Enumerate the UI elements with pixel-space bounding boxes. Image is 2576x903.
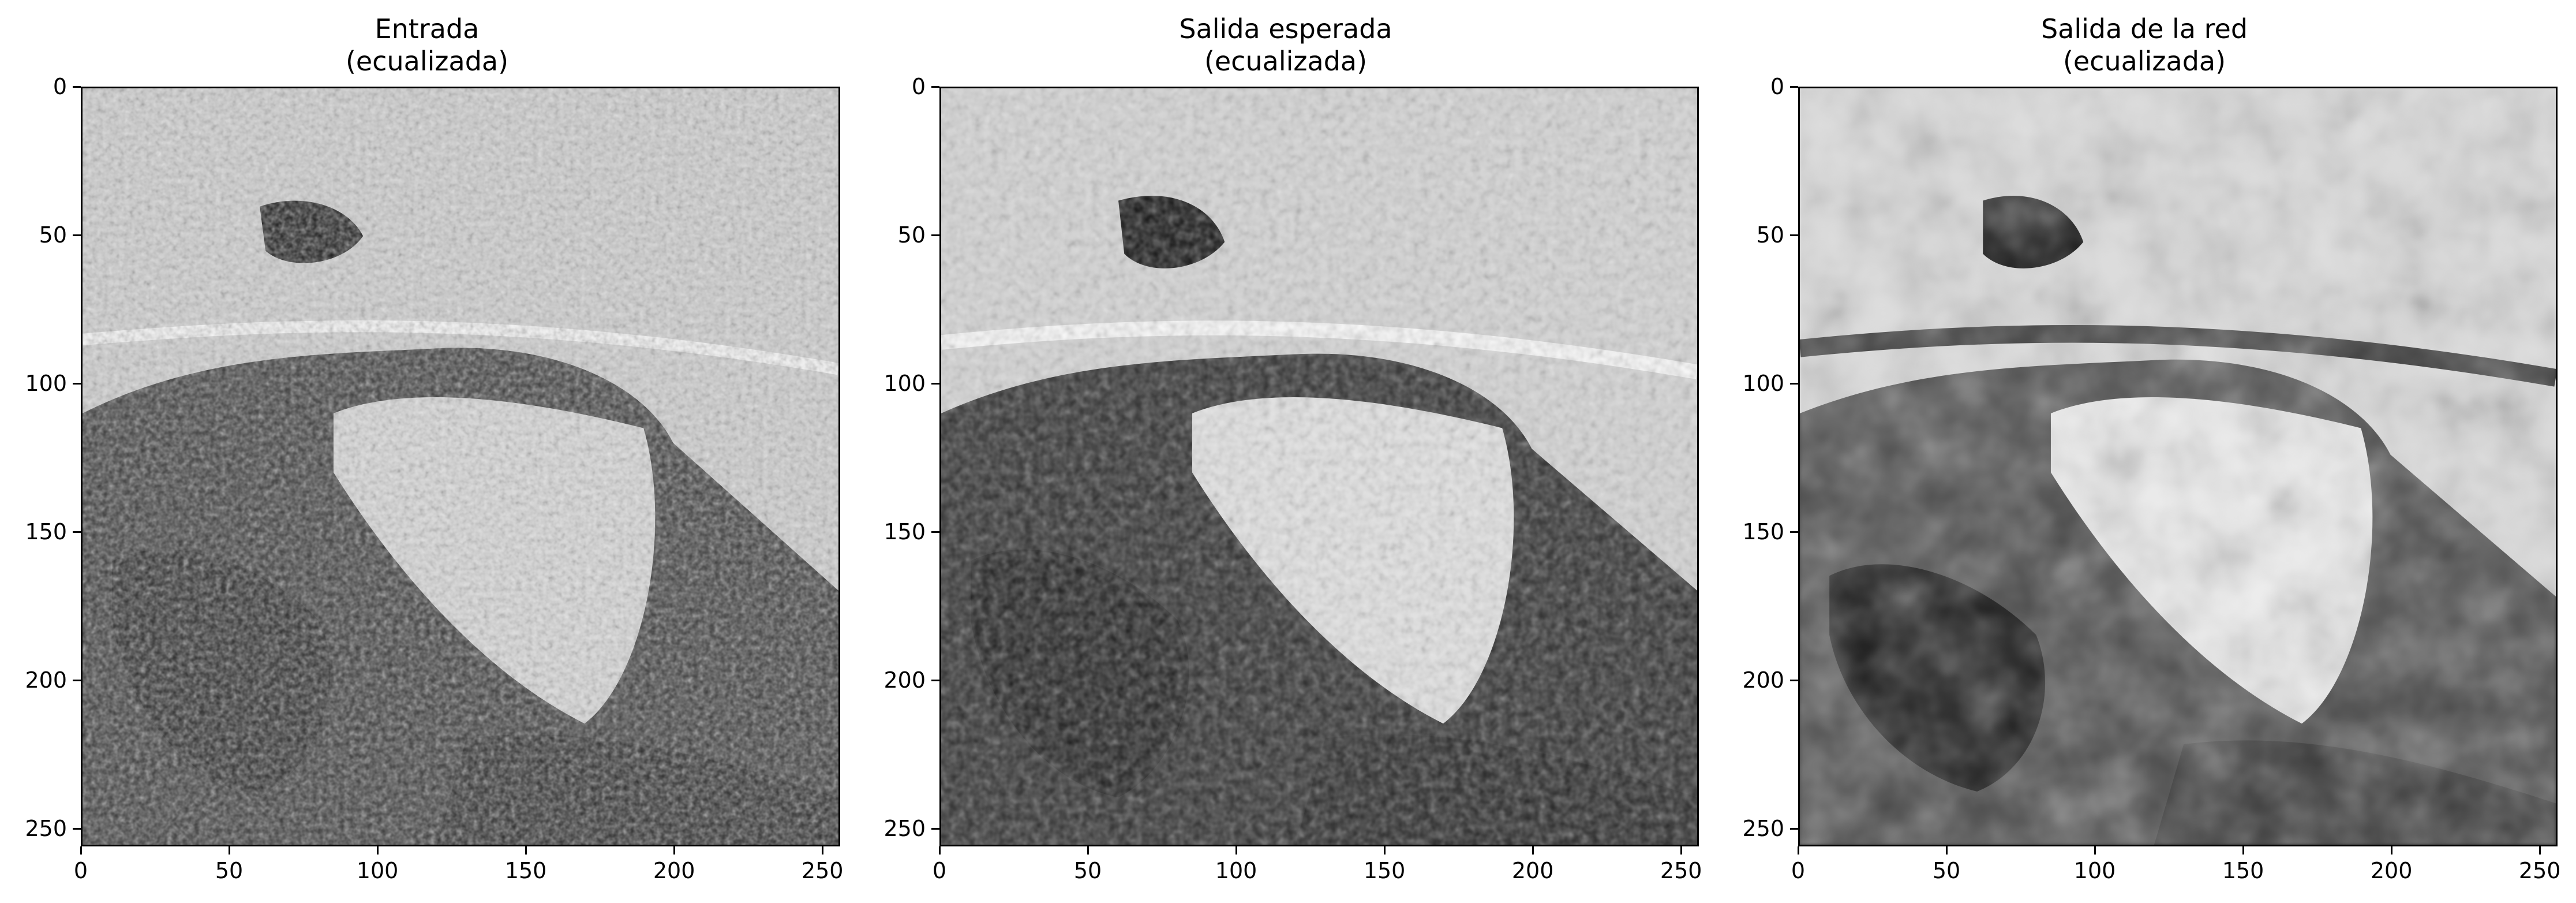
x-tick-mark — [2539, 846, 2541, 855]
x-tick-mark — [1680, 846, 1683, 855]
panel-title: Salida esperada (ecualizada) — [859, 13, 1713, 77]
x-tick-label: 250 — [2518, 858, 2561, 883]
x-tick-mark — [939, 846, 941, 855]
title-line1: Entrada — [375, 13, 480, 44]
sar-image — [941, 88, 1697, 845]
y-tick-label: 100 — [25, 371, 67, 397]
y-tick-label: 0 — [911, 74, 926, 99]
panel-salida-red: Salida de la red (ecualizada) 0 0 50 50 100 1… — [1717, 0, 2571, 903]
y-tick-mark — [73, 383, 81, 385]
image-plot — [1798, 87, 2558, 846]
x-tick-label: 0 — [932, 858, 947, 883]
y-tick-mark — [73, 680, 81, 682]
x-tick-label: 100 — [356, 858, 399, 883]
panel-title: Salida de la red (ecualizada) — [1717, 13, 2571, 77]
x-tick-label: 200 — [2370, 858, 2413, 883]
x-tick-label: 250 — [1660, 858, 1702, 883]
x-tick-mark — [2391, 846, 2393, 855]
y-tick-mark — [73, 828, 81, 830]
title-line1: Salida esperada — [1179, 13, 1392, 44]
x-tick-mark — [2242, 846, 2245, 855]
y-tick-label: 200 — [25, 667, 67, 693]
y-tick-mark — [73, 234, 81, 237]
x-tick-mark — [525, 846, 527, 855]
y-tick-mark — [1790, 86, 1798, 88]
title-line2: (ecualizada) — [1204, 46, 1368, 77]
y-tick-mark — [931, 531, 939, 533]
image-plot — [81, 87, 840, 846]
x-tick-mark — [822, 846, 824, 855]
y-tick-mark — [931, 86, 939, 88]
x-tick-label: 150 — [504, 858, 547, 883]
x-tick-mark — [2094, 846, 2096, 855]
y-tick-label: 150 — [25, 519, 67, 545]
panel-title: Entrada (ecualizada) — [0, 13, 854, 77]
x-tick-label: 200 — [653, 858, 695, 883]
title-line2: (ecualizada) — [2062, 46, 2226, 77]
y-tick-label: 250 — [883, 816, 926, 842]
y-tick-label: 150 — [883, 519, 926, 545]
x-tick-mark — [1384, 846, 1386, 855]
y-tick-label: 250 — [1742, 816, 1784, 842]
x-tick-mark — [1946, 846, 1948, 855]
x-tick-label: 200 — [1511, 858, 1554, 883]
y-tick-mark — [931, 680, 939, 682]
x-tick-mark — [1235, 846, 1238, 855]
sar-image — [1800, 88, 2556, 845]
x-tick-mark — [673, 846, 676, 855]
x-tick-mark — [1532, 846, 1534, 855]
y-tick-label: 100 — [1742, 371, 1784, 397]
x-tick-label: 100 — [2073, 858, 2116, 883]
y-tick-label: 200 — [883, 667, 926, 693]
x-tick-label: 0 — [73, 858, 88, 883]
y-tick-mark — [1790, 234, 1798, 237]
y-tick-mark — [1790, 531, 1798, 533]
x-tick-mark — [80, 846, 82, 855]
title-line1: Salida de la red — [2040, 13, 2248, 44]
x-tick-label: 250 — [801, 858, 844, 883]
y-tick-label: 50 — [1756, 222, 1784, 248]
x-tick-label: 150 — [1363, 858, 1406, 883]
x-tick-label: 50 — [1932, 858, 1961, 883]
panel-salida-esperada: Salida esperada (ecualizada) 0 0 50 50 100 10… — [859, 0, 1713, 903]
y-tick-mark — [931, 234, 939, 237]
sar-image — [83, 88, 838, 845]
y-tick-label: 0 — [1770, 74, 1784, 99]
y-tick-label: 100 — [883, 371, 926, 397]
y-tick-label: 50 — [39, 222, 67, 248]
panel-entrada: Entrada (ecualizada) 0 0 50 50 100 100 150 150 2… — [0, 0, 854, 903]
y-tick-label: 200 — [1742, 667, 1784, 693]
x-tick-mark — [1087, 846, 1089, 855]
y-tick-mark — [73, 86, 81, 88]
y-tick-label: 250 — [25, 816, 67, 842]
image-plot — [939, 87, 1699, 846]
y-tick-label: 150 — [1742, 519, 1784, 545]
x-tick-label: 100 — [1215, 858, 1257, 883]
y-tick-mark — [931, 828, 939, 830]
y-tick-mark — [1790, 828, 1798, 830]
y-tick-mark — [73, 531, 81, 533]
y-tick-mark — [1790, 680, 1798, 682]
x-tick-mark — [229, 846, 231, 855]
x-tick-label: 0 — [1791, 858, 1806, 883]
y-tick-label: 50 — [897, 222, 926, 248]
x-tick-mark — [377, 846, 379, 855]
y-tick-mark — [1790, 383, 1798, 385]
y-tick-label: 0 — [53, 74, 67, 99]
title-line2: (ecualizada) — [345, 46, 509, 77]
y-tick-mark — [931, 383, 939, 385]
x-tick-mark — [1798, 846, 1799, 855]
x-tick-label: 150 — [2222, 858, 2264, 883]
x-tick-label: 50 — [1073, 858, 1102, 883]
x-tick-label: 50 — [215, 858, 244, 883]
